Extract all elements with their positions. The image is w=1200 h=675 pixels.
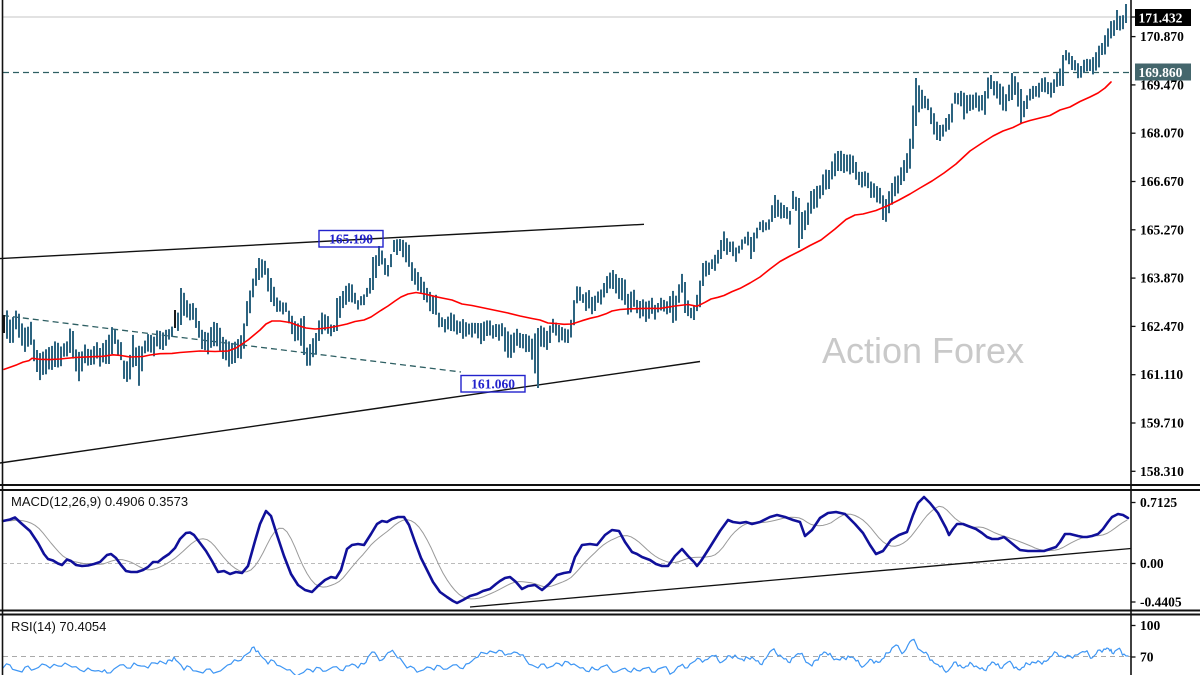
svg-text:MACD(12,26,9) 0.4906 0.3573: MACD(12,26,9) 0.4906 0.3573 <box>11 494 188 509</box>
svg-text:159.710: 159.710 <box>1140 416 1184 431</box>
svg-text:162.470: 162.470 <box>1140 319 1184 334</box>
svg-text:163.870: 163.870 <box>1140 271 1184 286</box>
svg-text:171.432: 171.432 <box>1139 11 1183 26</box>
svg-text:168.070: 168.070 <box>1140 126 1184 141</box>
svg-text:166.670: 166.670 <box>1140 174 1184 189</box>
svg-text:70: 70 <box>1140 650 1154 665</box>
svg-text:0.7125: 0.7125 <box>1140 495 1177 510</box>
svg-text:-0.4405: -0.4405 <box>1140 595 1182 610</box>
svg-text:RSI(14) 70.4054: RSI(14) 70.4054 <box>11 619 106 634</box>
svg-text:169.860: 169.860 <box>1139 65 1183 80</box>
svg-text:0.00: 0.00 <box>1140 556 1164 571</box>
svg-text:170.870: 170.870 <box>1140 29 1184 44</box>
svg-text:165.270: 165.270 <box>1140 222 1184 237</box>
svg-text:161.060: 161.060 <box>471 377 515 392</box>
svg-text:161.110: 161.110 <box>1140 367 1183 382</box>
svg-text:165.190: 165.190 <box>329 232 373 247</box>
svg-text:169.470: 169.470 <box>1140 77 1184 92</box>
svg-text:Action Forex: Action Forex <box>822 330 1024 371</box>
svg-text:100: 100 <box>1140 618 1161 633</box>
svg-text:158.310: 158.310 <box>1140 464 1184 479</box>
